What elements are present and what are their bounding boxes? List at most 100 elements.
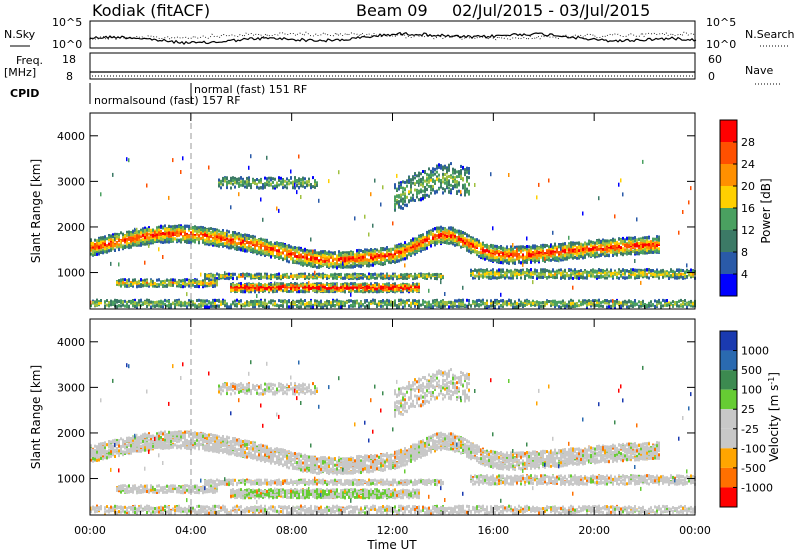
power-cell [272,186,274,190]
power-cell [188,303,190,307]
power-cell [256,275,258,279]
power-cell [174,280,176,284]
power-cell [310,249,312,253]
power-cell [188,237,190,240]
power-cell [306,263,308,267]
power-cell [282,285,284,289]
power-cell [318,275,320,278]
power-noise [128,158,130,163]
power-cell [116,236,118,240]
power-cell [238,234,240,238]
power-cell [104,235,106,239]
power-cell [170,232,172,236]
power-cell [218,236,220,239]
power-cell [268,288,270,292]
power-cell [164,232,166,236]
power-cell [136,237,138,241]
power-cell [418,191,420,195]
power-cell [340,273,342,277]
power-cell [224,237,226,241]
power-cell [360,276,362,280]
power-cell [410,239,412,243]
power-cell [178,230,180,234]
power-cell [124,282,126,285]
power-cell [264,284,266,287]
power-cell [374,283,376,287]
power-cell [292,284,294,288]
power-cell [142,279,144,283]
power-cell [314,284,316,287]
power-cell [382,276,384,280]
power-cell [242,248,244,252]
power-cell [168,302,170,306]
power-cell [368,249,370,253]
power-cell [302,302,304,306]
power-cell [388,303,390,307]
power-cell [124,244,126,248]
power-cell [254,303,256,306]
power-cell [138,239,140,243]
power-cell [244,290,246,294]
power-cell [142,241,144,244]
power-cell [422,243,424,247]
power-cell [422,184,424,188]
power-cell [106,247,108,251]
power-cell [340,305,342,309]
power-cell [94,245,96,249]
power-cell [284,248,286,252]
power-cell [302,259,304,263]
power-cell [276,274,278,278]
power-cell [426,246,428,250]
power-cell [414,199,416,202]
power-cell [258,302,260,306]
power-cell [330,286,332,290]
power-cell [410,301,412,305]
power-cell [90,252,92,256]
power-cell [304,262,306,266]
power-cell [306,301,308,305]
power-cell [236,283,238,286]
power-cell [330,263,332,267]
power-cell [394,258,396,262]
power-cell [140,239,142,243]
power-cell [226,305,228,309]
power-cell [166,227,168,230]
power-cell [428,175,430,179]
power-cell [234,176,236,180]
power-cell [228,239,230,243]
power-cell [310,262,312,266]
power-cell [200,299,202,303]
power-cell [196,299,198,302]
power-cell [202,303,204,307]
power-cell [322,259,324,263]
power-cell [248,303,250,307]
power-cell [160,231,162,235]
power-cell [396,200,398,204]
power-cell [146,279,148,283]
power-cell [236,177,238,181]
power-cell [240,176,242,180]
power-noise [148,243,150,248]
power-cell [426,183,428,187]
power-cell [284,284,286,288]
power-cell [394,249,396,253]
power-cell [280,275,282,279]
power-cell [156,303,158,307]
power-cell [334,251,336,255]
power-cell [304,305,306,309]
power-cell [154,240,156,244]
power-cell [308,272,310,276]
power-cell [394,205,396,208]
power-cell [222,229,224,232]
power-cell [282,244,284,248]
power-cell [402,180,404,184]
power-cell [316,286,318,290]
power-cell [174,305,176,309]
power-cell [256,299,258,303]
power-cell [146,238,148,242]
power-cell [118,304,120,308]
power-cell [206,282,208,285]
power-cell [420,249,422,253]
power-cell [324,257,326,261]
power-cell [294,252,296,256]
